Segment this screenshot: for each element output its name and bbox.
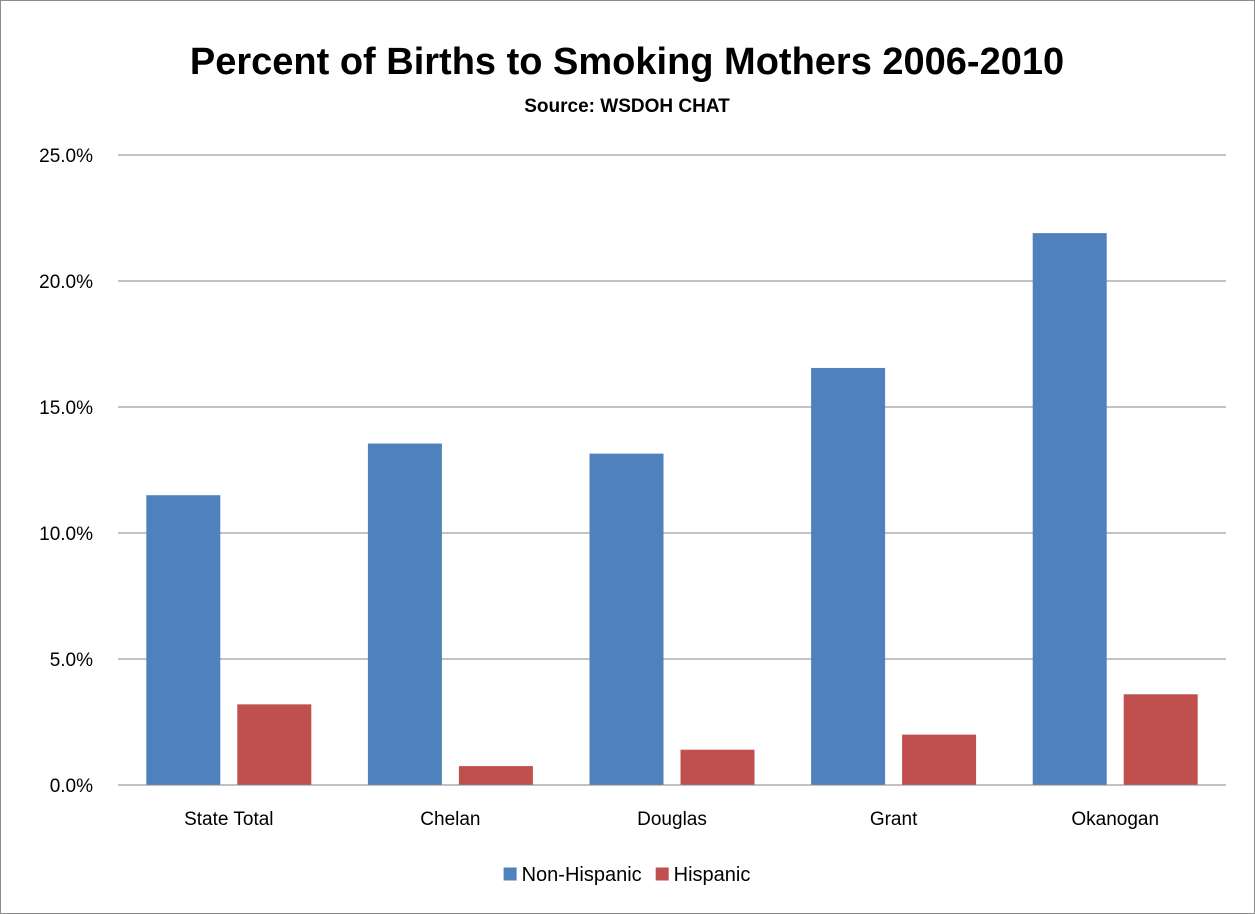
chart-title: Percent of Births to Smoking Mothers 200… — [190, 41, 1064, 83]
bar-non-hispanic-grant — [811, 367, 886, 785]
bar-hispanic-chelan — [458, 766, 533, 785]
y-tick-label: 15.0% — [39, 398, 93, 419]
bar-non-hispanic-state-total — [146, 495, 221, 785]
bar-non-hispanic-chelan — [367, 443, 442, 785]
y-tick-label: 25.0% — [39, 146, 93, 167]
x-tick-label: Okanogan — [1071, 809, 1159, 830]
legend-item-non-hispanic: Non-Hispanic — [503, 864, 642, 886]
y-axis-tick-labels: 0.0% 5.0% 10.0% 15.0% 20.0% 25.0% — [39, 146, 93, 797]
legend-item-hispanic: Hispanic — [655, 864, 751, 886]
legend-swatch — [503, 867, 517, 881]
x-tick-label: Douglas — [637, 809, 707, 830]
bar-hispanic-state-total — [237, 704, 312, 785]
y-tick-label: 5.0% — [50, 650, 93, 671]
bar-hispanic-douglas — [680, 749, 755, 785]
legend-swatch — [655, 867, 669, 881]
y-tick-label: 0.0% — [50, 776, 93, 797]
bar-hispanic-grant — [902, 734, 977, 785]
bar-non-hispanic-okanogan — [1032, 233, 1107, 785]
legend-label: Non-Hispanic — [522, 864, 642, 886]
x-tick-label: Chelan — [420, 809, 480, 830]
y-tick-label: 20.0% — [39, 272, 93, 293]
x-tick-label: Grant — [870, 809, 918, 830]
x-tick-label: State Total — [184, 809, 273, 830]
chart-subtitle: Source: WSDOH CHAT — [524, 96, 730, 117]
bars — [146, 233, 1198, 785]
y-tick-label: 10.0% — [39, 524, 93, 545]
x-axis-tick-labels: State Total Chelan Douglas Grant Okanogan — [184, 809, 1159, 830]
legend: Non-Hispanic Hispanic — [503, 864, 751, 886]
legend-label: Hispanic — [674, 864, 751, 886]
bar-hispanic-okanogan — [1123, 694, 1198, 785]
bar-non-hispanic-douglas — [589, 453, 664, 785]
